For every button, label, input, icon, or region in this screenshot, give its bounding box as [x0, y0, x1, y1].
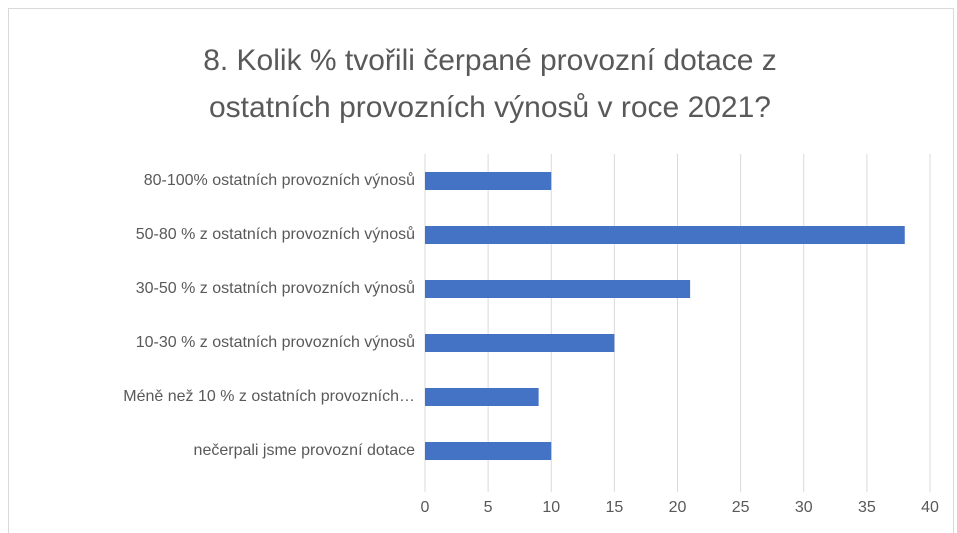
y-tick-label: Méně než 10 % z ostatních provozních…: [123, 388, 415, 405]
x-tick-label: 25: [732, 499, 750, 516]
chart-title: 8. Kolik % tvořili čerpané provozní dota…: [203, 44, 777, 77]
x-tick-label: 30: [795, 499, 813, 516]
bar: [425, 442, 552, 460]
y-tick-label: 10-30 % z ostatních provozních výnosů: [136, 333, 415, 351]
y-tick-label: 30-50 % z ostatních provozních výnosů: [136, 279, 415, 297]
x-tick-label: 20: [669, 499, 687, 516]
x-tick-label: 10: [542, 499, 560, 516]
y-tick-label: 80-100% ostatních provozních výnosů: [144, 171, 415, 189]
x-tick-label: 40: [921, 499, 939, 516]
x-tick-label: 0: [421, 499, 430, 516]
bar: [425, 280, 691, 298]
bar: [425, 226, 905, 244]
x-tick-label: 35: [858, 499, 876, 516]
chart-title: ostatních provozních výnosů v roce 2021?: [209, 91, 771, 124]
bar: [425, 172, 552, 190]
y-tick-label: nečerpali jsme provozní dotace: [194, 442, 416, 459]
x-tick-label: 5: [484, 499, 493, 516]
y-tick-label: 50-80 % z ostatních provozních výnosů: [136, 225, 415, 243]
bar: [425, 388, 539, 406]
bar: [425, 334, 615, 352]
x-tick-label: 15: [605, 499, 623, 516]
